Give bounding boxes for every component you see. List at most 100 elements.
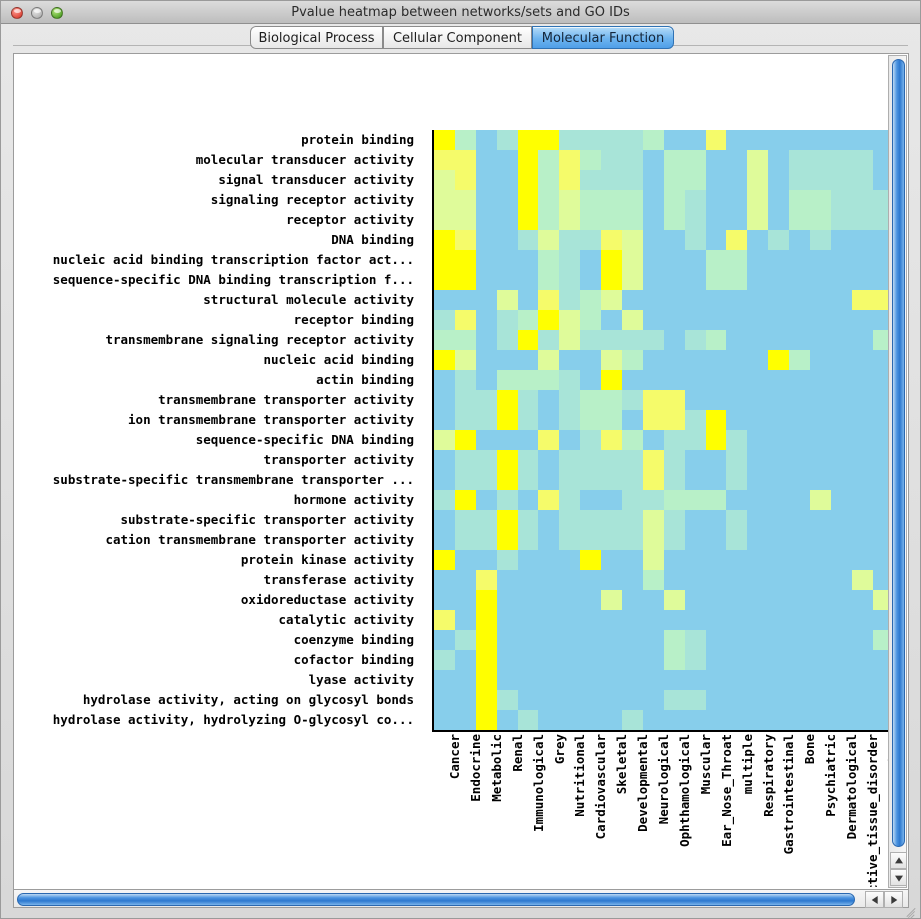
heatmap-cell[interactable] xyxy=(830,470,852,490)
heatmap-cell[interactable] xyxy=(496,410,518,430)
heatmap-cell[interactable] xyxy=(580,390,602,410)
heatmap-cell[interactable] xyxy=(559,450,581,470)
heatmap-cell[interactable] xyxy=(580,230,602,250)
heatmap-cell[interactable] xyxy=(538,470,560,490)
heatmap-cell[interactable] xyxy=(747,190,769,210)
heatmap-cell[interactable] xyxy=(789,650,811,670)
heatmap-cell[interactable] xyxy=(705,650,727,670)
heatmap-cell[interactable] xyxy=(517,690,539,710)
heatmap-cell[interactable] xyxy=(663,410,685,430)
heatmap-cell[interactable] xyxy=(789,690,811,710)
heatmap-cell[interactable] xyxy=(559,170,581,190)
heatmap-cell[interactable] xyxy=(642,510,664,530)
heatmap-cell[interactable] xyxy=(475,590,497,610)
heatmap-cell[interactable] xyxy=(559,310,581,330)
heatmap-cell[interactable] xyxy=(496,170,518,190)
heatmap-cell[interactable] xyxy=(559,150,581,170)
heatmap-cell[interactable] xyxy=(768,350,790,370)
heatmap-cell[interactable] xyxy=(830,410,852,430)
heatmap-cell[interactable] xyxy=(789,250,811,270)
heatmap-cell[interactable] xyxy=(517,610,539,630)
heatmap-cell[interactable] xyxy=(663,450,685,470)
heatmap-cell[interactable] xyxy=(580,350,602,370)
heatmap-cell[interactable] xyxy=(851,290,873,310)
heatmap-cell[interactable] xyxy=(496,270,518,290)
heatmap-cell[interactable] xyxy=(768,710,790,730)
heatmap-cell[interactable] xyxy=(726,650,748,670)
heatmap-cell[interactable] xyxy=(789,670,811,690)
heatmap-cell[interactable] xyxy=(496,130,518,150)
heatmap-cell[interactable] xyxy=(810,430,831,450)
heatmap-cell[interactable] xyxy=(872,490,890,510)
heatmap-cell[interactable] xyxy=(684,610,706,630)
heatmap-cell[interactable] xyxy=(830,670,852,690)
heatmap-cell[interactable] xyxy=(642,150,664,170)
heatmap-cell[interactable] xyxy=(830,210,852,230)
heatmap-cell[interactable] xyxy=(810,250,831,270)
heatmap-cell[interactable] xyxy=(726,390,748,410)
heatmap-cell[interactable] xyxy=(851,450,873,470)
heatmap-cell[interactable] xyxy=(747,170,769,190)
heatmap-cell[interactable] xyxy=(642,330,664,350)
heatmap-cell[interactable] xyxy=(517,150,539,170)
heatmap-cell[interactable] xyxy=(538,250,560,270)
heatmap-cell[interactable] xyxy=(810,570,831,590)
heatmap-cell[interactable] xyxy=(517,190,539,210)
heatmap-cell[interactable] xyxy=(789,230,811,250)
heatmap-cell[interactable] xyxy=(705,670,727,690)
heatmap-cell[interactable] xyxy=(872,130,890,150)
heatmap-cell[interactable] xyxy=(642,170,664,190)
heatmap-cell[interactable] xyxy=(810,530,831,550)
heatmap-cell[interactable] xyxy=(580,490,602,510)
heatmap-cell[interactable] xyxy=(434,250,455,270)
heatmap-cell[interactable] xyxy=(642,230,664,250)
heatmap-cell[interactable] xyxy=(454,690,476,710)
heatmap-cell[interactable] xyxy=(684,590,706,610)
heatmap-cell[interactable] xyxy=(496,450,518,470)
heatmap-cell[interactable] xyxy=(434,330,455,350)
heatmap-cell[interactable] xyxy=(496,250,518,270)
heatmap-cell[interactable] xyxy=(789,190,811,210)
heatmap-cell[interactable] xyxy=(517,130,539,150)
heatmap-cell[interactable] xyxy=(538,190,560,210)
heatmap-cell[interactable] xyxy=(768,210,790,230)
heatmap-cell[interactable] xyxy=(851,670,873,690)
heatmap-cell[interactable] xyxy=(642,290,664,310)
heatmap-cell[interactable] xyxy=(810,450,831,470)
heatmap-cell[interactable] xyxy=(475,410,497,430)
heatmap-cell[interactable] xyxy=(580,470,602,490)
heatmap-cell[interactable] xyxy=(475,150,497,170)
heatmap-cell[interactable] xyxy=(517,590,539,610)
heatmap-cell[interactable] xyxy=(705,550,727,570)
heatmap-cell[interactable] xyxy=(642,570,664,590)
heatmap-cell[interactable] xyxy=(851,610,873,630)
heatmap-cell[interactable] xyxy=(622,370,643,390)
heatmap-cell[interactable] xyxy=(559,570,581,590)
heatmap-cell[interactable] xyxy=(768,490,790,510)
heatmap-cell[interactable] xyxy=(705,150,727,170)
heatmap-cell[interactable] xyxy=(830,310,852,330)
heatmap-cell[interactable] xyxy=(622,270,643,290)
heatmap-cell[interactable] xyxy=(454,350,476,370)
heatmap-cell[interactable] xyxy=(454,190,476,210)
heatmap-cell[interactable] xyxy=(872,270,890,290)
heatmap-cell[interactable] xyxy=(454,390,476,410)
heatmap-cell[interactable] xyxy=(434,510,455,530)
heatmap-cell[interactable] xyxy=(663,550,685,570)
heatmap-cell[interactable] xyxy=(810,650,831,670)
heatmap-cell[interactable] xyxy=(872,690,890,710)
heatmap-cell[interactable] xyxy=(705,330,727,350)
heatmap-cell[interactable] xyxy=(663,710,685,730)
heatmap-cell[interactable] xyxy=(747,330,769,350)
heatmap-cell[interactable] xyxy=(559,550,581,570)
heatmap-cell[interactable] xyxy=(475,430,497,450)
heatmap-canvas[interactable]: protein binding molecular transducer acti… xyxy=(14,54,890,887)
heatmap-cell[interactable] xyxy=(538,410,560,430)
heatmap-cell[interactable] xyxy=(601,370,623,390)
heatmap-cell[interactable] xyxy=(580,610,602,630)
heatmap-cell[interactable] xyxy=(810,470,831,490)
heatmap-cell[interactable] xyxy=(559,710,581,730)
heatmap-cell[interactable] xyxy=(642,530,664,550)
heatmap-cell[interactable] xyxy=(705,690,727,710)
heatmap-cell[interactable] xyxy=(559,650,581,670)
